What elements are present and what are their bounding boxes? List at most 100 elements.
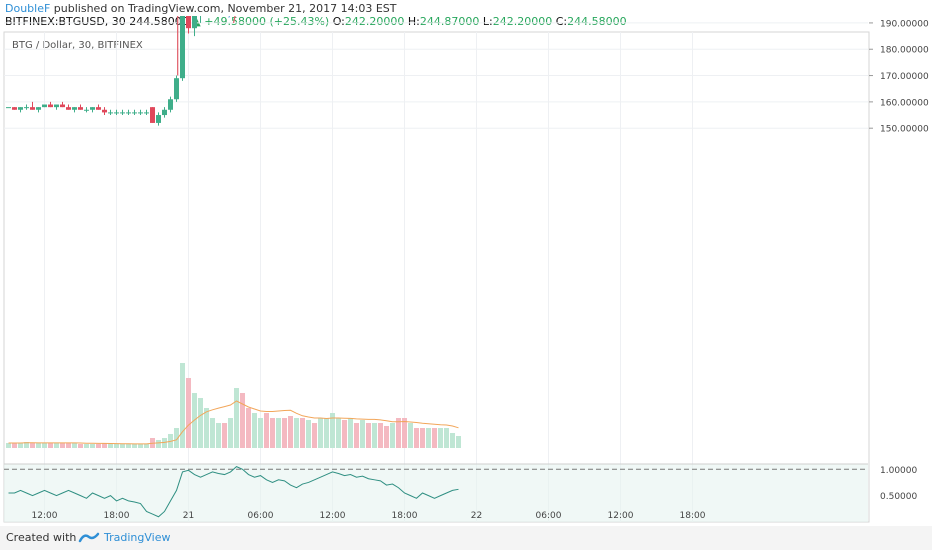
volume-bar <box>270 418 275 448</box>
volume-bar <box>162 438 167 448</box>
candle-body <box>102 109 107 113</box>
volume-bar <box>366 423 371 448</box>
chart-title: BTG / Dollar, 30, BITFINEX <box>12 40 143 51</box>
volume-bar <box>414 428 419 448</box>
candle-body <box>30 107 35 110</box>
low-label: L: <box>482 15 493 28</box>
triangle-corner <box>232 16 236 24</box>
candle-body <box>150 107 155 123</box>
volume-bar <box>402 418 407 448</box>
volume-bar <box>6 443 11 448</box>
volume-bar <box>222 423 227 448</box>
volume-bar <box>420 428 425 448</box>
volume-bar <box>72 443 77 448</box>
volume-bar <box>294 418 299 448</box>
volume-bar <box>126 444 131 448</box>
y-axis-tick-label: 170.00000 <box>880 72 929 82</box>
volume-bar <box>84 444 89 448</box>
volume-bar <box>342 420 347 448</box>
tradingview-logo-icon[interactable] <box>78 531 100 545</box>
tradingview-link[interactable]: TradingView <box>104 531 171 544</box>
candle-body <box>18 107 23 110</box>
volume-bar <box>12 443 17 448</box>
volume-bar <box>48 443 53 448</box>
candle-body <box>186 16 191 29</box>
x-axis-tick-label: 12:00 <box>320 511 346 521</box>
volume-bar <box>186 378 191 448</box>
ohlc-info: BITFINEX:BTGUSD, 30 244.58000 ▲ +49.5800… <box>5 15 627 28</box>
candle-body <box>96 107 101 110</box>
volume-bar <box>60 443 65 448</box>
volume-bar <box>360 420 365 448</box>
x-axis-tick-label: 18:00 <box>680 511 706 521</box>
change-value: +49.58000 (+25.43%) <box>204 15 330 28</box>
volume-bar <box>144 444 149 448</box>
chart-frame <box>3 31 870 523</box>
x-axis-tick-label: 06:00 <box>536 511 562 521</box>
last-price: 244.58000 <box>129 15 189 28</box>
volume-bar <box>174 428 179 448</box>
volume-bar <box>372 423 377 448</box>
footer-bar: Created with TradingView <box>0 526 932 550</box>
oscillator-tick-label: 0.50000 <box>880 492 917 502</box>
volume-bar <box>390 423 395 448</box>
volume-bar <box>318 418 323 448</box>
volume-bar <box>246 408 251 448</box>
candle-body <box>24 107 29 109</box>
volume-bar <box>300 418 305 448</box>
oscillator-tick-label: 1.00000 <box>880 466 917 476</box>
candle-body <box>120 112 125 114</box>
volume-ma-line <box>8 400 459 445</box>
volume-bar <box>354 423 359 448</box>
volume-bar <box>378 423 383 448</box>
volume-bar <box>108 444 113 448</box>
volume-bar <box>240 393 245 448</box>
high-value: 244.87000 <box>419 15 480 28</box>
volume-bar <box>258 418 263 448</box>
volume-bar <box>282 418 287 448</box>
volume-bar <box>330 413 335 448</box>
volume-bar <box>456 436 461 448</box>
price-chart[interactable]: BTG / Dollar, 30, BITFINEX 244.5800027:0… <box>0 16 932 526</box>
volume-bar <box>312 423 317 448</box>
candle-body <box>174 78 179 100</box>
volume-bar <box>252 413 257 448</box>
volume-bar <box>24 442 29 448</box>
y-axis-tick-label: 190.00000 <box>880 19 929 29</box>
volume-bar <box>444 428 449 448</box>
candle-body <box>162 109 167 116</box>
x-axis-tick-label: 18:00 <box>392 511 418 521</box>
volume-bar <box>96 444 101 448</box>
volume-bar <box>324 418 329 448</box>
open-label: O: <box>332 15 345 28</box>
candle-body <box>126 112 131 114</box>
x-axis-tick-label: 12:00 <box>32 511 58 521</box>
volume-bar <box>66 443 71 448</box>
candle-body <box>132 112 137 114</box>
candle-body <box>108 112 113 114</box>
y-axis-tick-label: 160.00000 <box>880 98 929 108</box>
volume-bar <box>438 428 443 448</box>
volume-bar <box>306 420 311 448</box>
volume-bar <box>132 444 137 448</box>
candle-body <box>180 16 185 79</box>
volume-bar <box>204 408 209 448</box>
candle-body <box>168 99 173 110</box>
volume-bar <box>216 423 221 448</box>
candle-body <box>84 109 89 111</box>
candle-body <box>54 104 59 108</box>
candle-body <box>144 112 149 114</box>
volume-bar <box>450 433 455 448</box>
volume-bar <box>384 426 389 448</box>
volume-bar <box>210 418 215 448</box>
symbol: BITFINEX:BTGUSD, 30 <box>5 15 126 28</box>
volume-bar <box>432 428 437 448</box>
y-axis-tick-label: 180.00000 <box>880 46 929 56</box>
candle-body <box>72 107 77 110</box>
created-with-text: Created with <box>6 531 77 544</box>
oscillator-pane <box>4 464 868 522</box>
volume-bar <box>120 444 125 448</box>
author-link[interactable]: DoubleF <box>5 2 51 15</box>
volume-bar <box>102 443 107 448</box>
candle-body <box>114 112 119 114</box>
